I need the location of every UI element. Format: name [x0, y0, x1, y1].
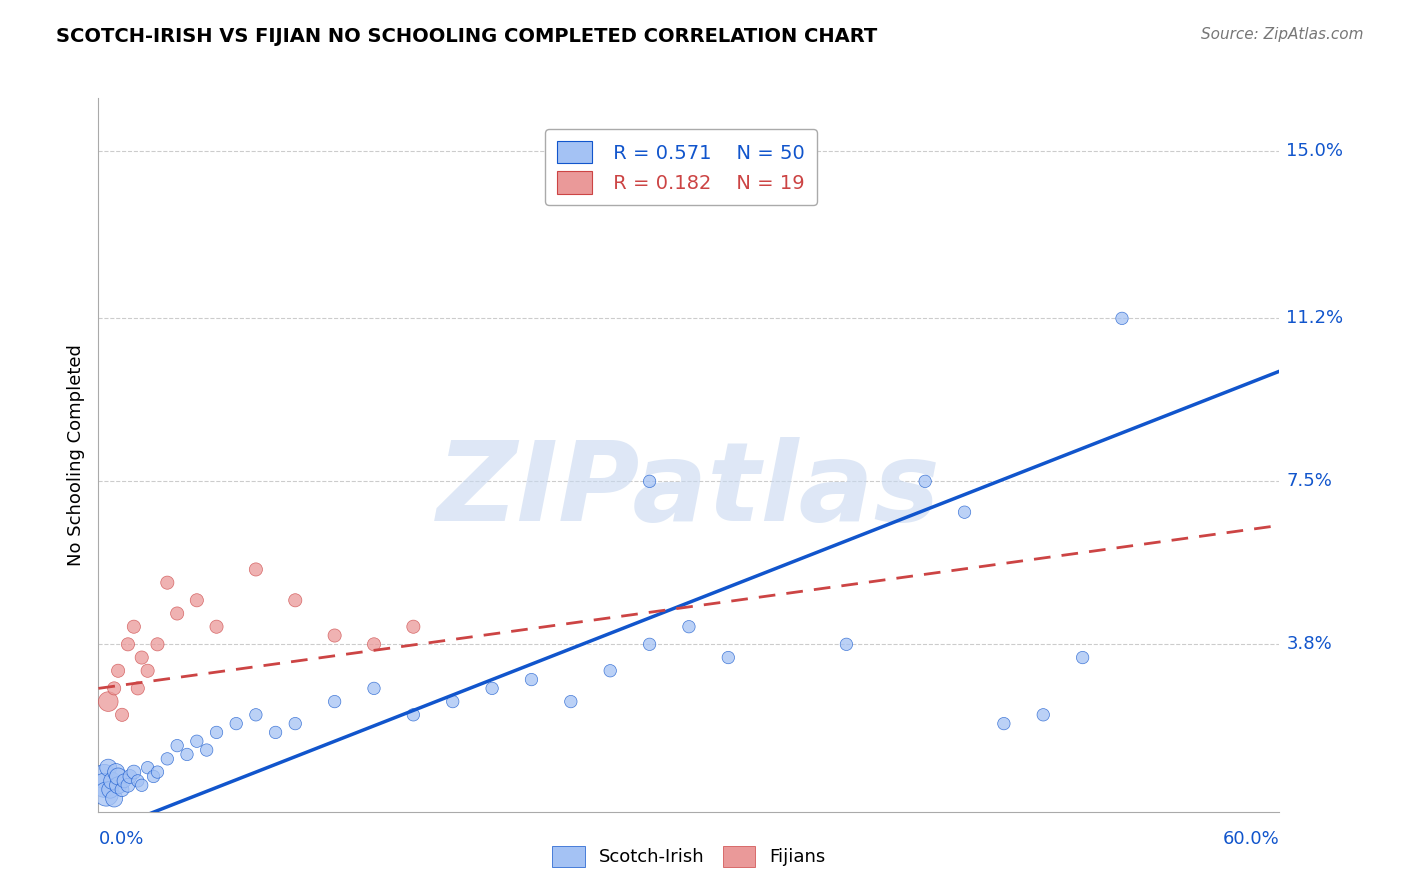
Point	[205, 725, 228, 739]
Point	[835, 637, 858, 651]
Point	[127, 681, 149, 696]
Text: 60.0%: 60.0%	[1223, 830, 1279, 847]
Point	[97, 695, 120, 709]
Point	[97, 761, 120, 775]
Point	[186, 734, 208, 748]
Point	[117, 637, 139, 651]
Point	[1111, 311, 1133, 326]
Point	[103, 791, 125, 805]
Point	[323, 695, 346, 709]
Point	[103, 681, 125, 696]
Point	[441, 695, 464, 709]
Point	[363, 637, 385, 651]
Point	[993, 716, 1015, 731]
Point	[166, 739, 188, 753]
Point	[323, 628, 346, 642]
Point	[136, 761, 159, 775]
Point	[131, 778, 153, 792]
Point	[953, 505, 976, 519]
Point	[131, 650, 153, 665]
Point	[205, 620, 228, 634]
Point	[481, 681, 503, 696]
Point	[1032, 707, 1054, 722]
Text: 15.0%: 15.0%	[1286, 142, 1344, 160]
Point	[186, 593, 208, 607]
Point	[111, 782, 134, 797]
Point	[122, 765, 145, 780]
Point	[146, 637, 169, 651]
Point	[112, 773, 135, 788]
Point	[127, 773, 149, 788]
Point	[96, 787, 118, 801]
Text: ZIPatlas: ZIPatlas	[437, 437, 941, 544]
Point	[402, 620, 425, 634]
Point	[118, 769, 141, 783]
Point	[402, 707, 425, 722]
Point	[107, 664, 129, 678]
Point	[166, 607, 188, 621]
Point	[107, 769, 129, 783]
Point	[93, 769, 115, 783]
Point	[107, 778, 129, 792]
Legend: Scotch-Irish, Fijians: Scotch-Irish, Fijians	[544, 838, 834, 874]
Point	[520, 673, 543, 687]
Text: 11.2%: 11.2%	[1286, 310, 1344, 327]
Point	[638, 188, 661, 202]
Point	[146, 765, 169, 780]
Point	[560, 695, 582, 709]
Point	[111, 707, 134, 722]
Text: 7.5%: 7.5%	[1286, 473, 1333, 491]
Text: 3.8%: 3.8%	[1286, 635, 1333, 653]
Point	[245, 707, 267, 722]
Y-axis label: No Schooling Completed: No Schooling Completed	[66, 344, 84, 566]
Text: Source: ZipAtlas.com: Source: ZipAtlas.com	[1201, 27, 1364, 42]
Point	[122, 620, 145, 634]
Point	[156, 575, 179, 590]
Point	[284, 716, 307, 731]
Point	[136, 664, 159, 678]
Point	[105, 765, 128, 780]
Point	[264, 725, 287, 739]
Point	[142, 769, 165, 783]
Point	[363, 681, 385, 696]
Point	[914, 475, 936, 489]
Point	[156, 752, 179, 766]
Text: SCOTCH-IRISH VS FIJIAN NO SCHOOLING COMPLETED CORRELATION CHART: SCOTCH-IRISH VS FIJIAN NO SCHOOLING COMP…	[56, 27, 877, 45]
Point	[117, 778, 139, 792]
Point	[245, 562, 267, 576]
Text: 0.0%: 0.0%	[98, 830, 143, 847]
Point	[599, 664, 621, 678]
Point	[98, 782, 121, 797]
Point	[1071, 650, 1094, 665]
Point	[638, 475, 661, 489]
Point	[176, 747, 198, 762]
Point	[93, 778, 115, 792]
Point	[717, 650, 740, 665]
Point	[195, 743, 218, 757]
Point	[284, 593, 307, 607]
Point	[638, 637, 661, 651]
Point	[101, 773, 124, 788]
Point	[225, 716, 247, 731]
Point	[678, 620, 700, 634]
